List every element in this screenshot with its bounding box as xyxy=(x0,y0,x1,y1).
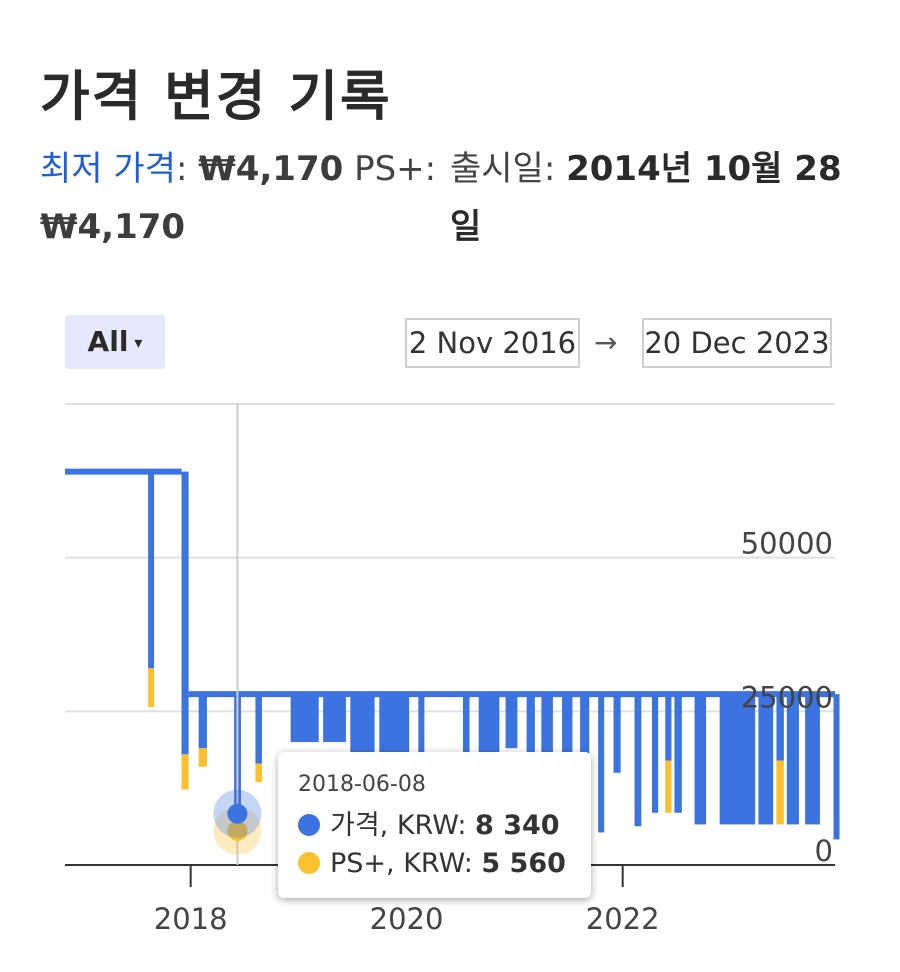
price-bar xyxy=(526,694,535,755)
price-bar xyxy=(290,694,319,743)
price-bar xyxy=(418,694,425,765)
price-bar xyxy=(665,694,672,761)
hover-marker xyxy=(213,404,262,865)
x-tick-label: 2022 xyxy=(586,902,660,936)
chevron-down-icon: ▾ xyxy=(134,333,143,352)
x-tick-label: 2020 xyxy=(370,902,444,936)
range-filter-label: All xyxy=(87,325,129,358)
price-bar xyxy=(580,694,590,783)
tooltip-date: 2018-06-08 xyxy=(298,772,426,797)
price-bar xyxy=(674,694,682,813)
price-dot-icon xyxy=(298,813,320,836)
tooltip-price-value: 8 340 xyxy=(475,810,560,841)
price-bar xyxy=(505,694,518,749)
release-date-label: 출시일: xyxy=(450,149,556,189)
psplus-bar xyxy=(665,760,672,813)
y-tick-label: 25000 xyxy=(741,680,833,714)
price-bar xyxy=(694,694,707,825)
price-bar xyxy=(805,694,820,825)
psplus-bar xyxy=(198,748,207,767)
price-bar xyxy=(562,694,573,779)
chart-tooltip: 2018-06-08 가격, KRW: 8 340 PS+, KRW: 5 56… xyxy=(278,752,591,898)
price-bar xyxy=(198,694,207,749)
price-bar xyxy=(776,694,784,761)
price-bar xyxy=(758,694,774,825)
price-hover-point xyxy=(227,803,248,824)
lowest-price-label[interactable]: 최저 가격 xyxy=(40,149,176,189)
price-bar xyxy=(148,471,155,669)
psplus-bar xyxy=(776,760,784,825)
tooltip-psplus-value: 5 560 xyxy=(481,848,566,879)
price-bar xyxy=(651,694,659,813)
psplus-hover-point xyxy=(227,820,248,841)
price-bar xyxy=(463,694,470,765)
tooltip-price-row: 가격, KRW: 8 340 xyxy=(298,807,571,845)
price-bar xyxy=(478,694,500,765)
psplus-price-value: ₩4,170 xyxy=(40,207,186,247)
price-bar xyxy=(634,694,642,827)
chart-grid xyxy=(65,403,835,713)
arrow-right-icon: → xyxy=(594,326,618,359)
price-bar xyxy=(719,694,756,825)
tooltip-price-label: 가격, KRW: xyxy=(330,810,476,841)
release-date-block: 출시일: 2014년 10월 28일 xyxy=(450,140,870,256)
psplus-price-label: PS+: xyxy=(354,149,437,189)
price-bar xyxy=(833,694,840,840)
date-from-input[interactable]: 2 Nov 2016 xyxy=(405,318,580,368)
price-bar xyxy=(323,694,346,743)
psplus-bar xyxy=(181,754,189,790)
psplus-bar xyxy=(255,763,262,783)
price-bar xyxy=(255,694,262,764)
y-tick-label: 50000 xyxy=(741,527,833,561)
lowest-price-value: ₩4,170 xyxy=(198,149,344,189)
price-bar xyxy=(613,694,621,773)
lowest-price-block: 최저 가격: ₩4,170 PS+: ₩4,170 xyxy=(40,140,440,256)
price-area xyxy=(65,468,840,840)
page-title: 가격 변경 기록 xyxy=(40,65,392,128)
date-to-input[interactable]: 20 Dec 2023 xyxy=(642,318,832,368)
release-date-value: 2014년 10월 28일 xyxy=(450,149,842,247)
price-bar xyxy=(786,694,799,825)
price-bar xyxy=(541,694,553,767)
chart-axes: 0 25000 50000 2018 2020 2022 xyxy=(65,527,835,936)
tooltip-psplus-row: PS+, KRW: 5 560 xyxy=(298,845,571,883)
lowest-price-colon: : xyxy=(175,149,188,189)
tooltip-psplus-label: PS+, KRW: xyxy=(330,848,482,879)
range-filter-button[interactable]: All ▾ xyxy=(65,315,165,369)
price-bar xyxy=(181,471,189,755)
psplus-bar xyxy=(148,668,155,708)
x-tick-label: 2018 xyxy=(154,902,228,936)
psplus-dot-icon xyxy=(298,851,320,874)
price-bar xyxy=(598,694,605,833)
y-tick-label: 0 xyxy=(815,834,833,868)
